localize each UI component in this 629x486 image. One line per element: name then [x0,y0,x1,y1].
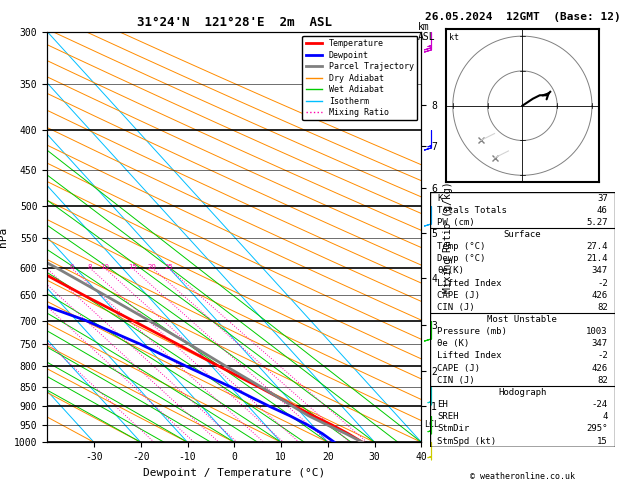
Text: Pressure (mb): Pressure (mb) [437,327,507,336]
Text: Temp (°C): Temp (°C) [437,242,486,251]
Text: 295°: 295° [586,424,608,434]
Text: Dewp (°C): Dewp (°C) [437,254,486,263]
Text: CIN (J): CIN (J) [437,376,475,385]
Text: -24: -24 [592,400,608,409]
Text: LCL: LCL [424,420,439,429]
Legend: Temperature, Dewpoint, Parcel Trajectory, Dry Adiabat, Wet Adiabat, Isotherm, Mi: Temperature, Dewpoint, Parcel Trajectory… [303,36,417,121]
Text: kt: kt [449,33,459,42]
Text: 37: 37 [597,193,608,203]
Text: StmDir: StmDir [437,424,469,434]
Text: 26.05.2024  12GMT  (Base: 12): 26.05.2024 12GMT (Base: 12) [425,12,620,22]
Text: Totals Totals: Totals Totals [437,206,507,215]
Text: 27.4: 27.4 [586,242,608,251]
Text: 25: 25 [164,264,173,270]
Text: 1003: 1003 [586,327,608,336]
Text: © weatheronline.co.uk: © weatheronline.co.uk [470,472,574,481]
Text: 347: 347 [592,266,608,276]
Text: EH: EH [437,400,448,409]
Text: CAPE (J): CAPE (J) [437,291,480,300]
Text: 21.4: 21.4 [586,254,608,263]
Text: SREH: SREH [437,412,459,421]
Text: θe(K): θe(K) [437,266,464,276]
Text: PW (cm): PW (cm) [437,218,475,227]
Text: Hodograph: Hodograph [498,388,547,397]
Y-axis label: hPa: hPa [0,227,8,247]
Text: CIN (J): CIN (J) [437,303,475,312]
Y-axis label: Mixing Ratio (g/kg): Mixing Ratio (g/kg) [443,181,453,293]
Text: CAPE (J): CAPE (J) [437,364,480,373]
Text: 8: 8 [87,264,92,270]
Text: K: K [437,193,442,203]
Text: 426: 426 [592,364,608,373]
Text: StmSpd (kt): StmSpd (kt) [437,436,496,446]
Text: 4: 4 [603,412,608,421]
Title: 31°24'N  121°28'E  2m  ASL: 31°24'N 121°28'E 2m ASL [136,16,332,29]
Text: Surface: Surface [504,230,541,239]
Text: 347: 347 [592,339,608,348]
Text: 6: 6 [69,264,74,270]
Text: ASL: ASL [418,32,436,42]
Text: 426: 426 [592,291,608,300]
Text: Lifted Index: Lifted Index [437,351,501,361]
Text: Most Unstable: Most Unstable [487,315,557,324]
Text: -2: -2 [597,351,608,361]
Text: 82: 82 [597,303,608,312]
Text: -2: -2 [597,278,608,288]
Text: 20: 20 [148,264,157,270]
Text: km: km [418,22,430,32]
Text: 15: 15 [128,264,136,270]
Text: 46: 46 [597,206,608,215]
Text: θe (K): θe (K) [437,339,469,348]
Text: 10: 10 [100,264,109,270]
Text: 5.27: 5.27 [586,218,608,227]
Text: Lifted Index: Lifted Index [437,278,501,288]
Text: 15: 15 [597,436,608,446]
Text: 82: 82 [597,376,608,385]
X-axis label: Dewpoint / Temperature (°C): Dewpoint / Temperature (°C) [143,468,325,478]
